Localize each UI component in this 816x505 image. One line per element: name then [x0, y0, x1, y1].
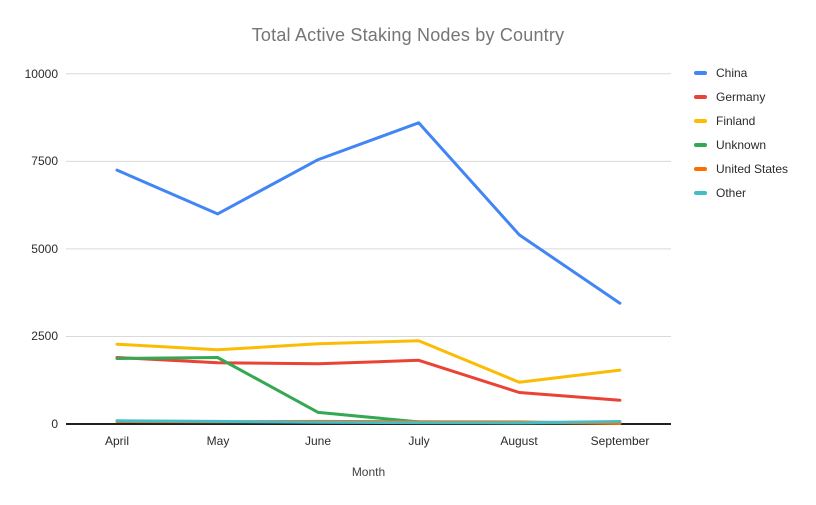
legend-label: United States	[716, 162, 789, 176]
y-axis-tick-label: 7500	[31, 154, 58, 168]
legend-item-united-states: United States	[694, 162, 788, 176]
legend: China Germany Finland Unknown United Sta…	[694, 66, 788, 200]
series-line-other	[115, 419, 622, 425]
legend-item-finland: Finland	[694, 114, 788, 128]
legend-label: China	[716, 66, 748, 80]
legend-swatch-icon	[694, 191, 707, 195]
chart-title: Total Active Staking Nodes by Country	[251, 25, 565, 45]
x-axis-tick-label: July	[408, 434, 430, 448]
legend-swatch-icon	[694, 119, 707, 123]
legend-label: Unknown	[716, 138, 767, 152]
x-axis-tick-label: September	[590, 434, 650, 448]
legend-item-china: China	[694, 66, 788, 80]
legend-item-unknown: Unknown	[694, 138, 788, 152]
x-axis-tick-label: May	[206, 434, 230, 448]
series-line-unknown	[115, 356, 622, 425]
legend-item-germany: Germany	[694, 90, 788, 104]
legend-label: Germany	[716, 90, 766, 104]
legend-swatch-icon	[694, 71, 707, 75]
legend-label: Finland	[716, 114, 756, 128]
legend-swatch-icon	[694, 95, 707, 99]
legend-swatch-icon	[694, 143, 707, 147]
legend-label: Other	[716, 186, 747, 200]
series-line-germany	[115, 356, 622, 402]
y-axis-tick-label: 0	[51, 417, 58, 431]
legend-swatch-icon	[694, 167, 707, 171]
x-axis-tick-label: June	[304, 434, 332, 448]
series-line-finland	[115, 339, 622, 384]
x-axis-title: Month	[351, 465, 386, 479]
y-axis-tick-label: 10000	[24, 67, 58, 81]
x-axis-tick-label: April	[104, 434, 129, 448]
series-line-china	[115, 121, 622, 305]
y-axis-tick-label: 5000	[31, 242, 58, 256]
legend-item-other: Other	[694, 186, 788, 200]
x-axis-tick-label: August	[500, 434, 538, 448]
y-axis-tick-label: 2500	[31, 329, 58, 343]
